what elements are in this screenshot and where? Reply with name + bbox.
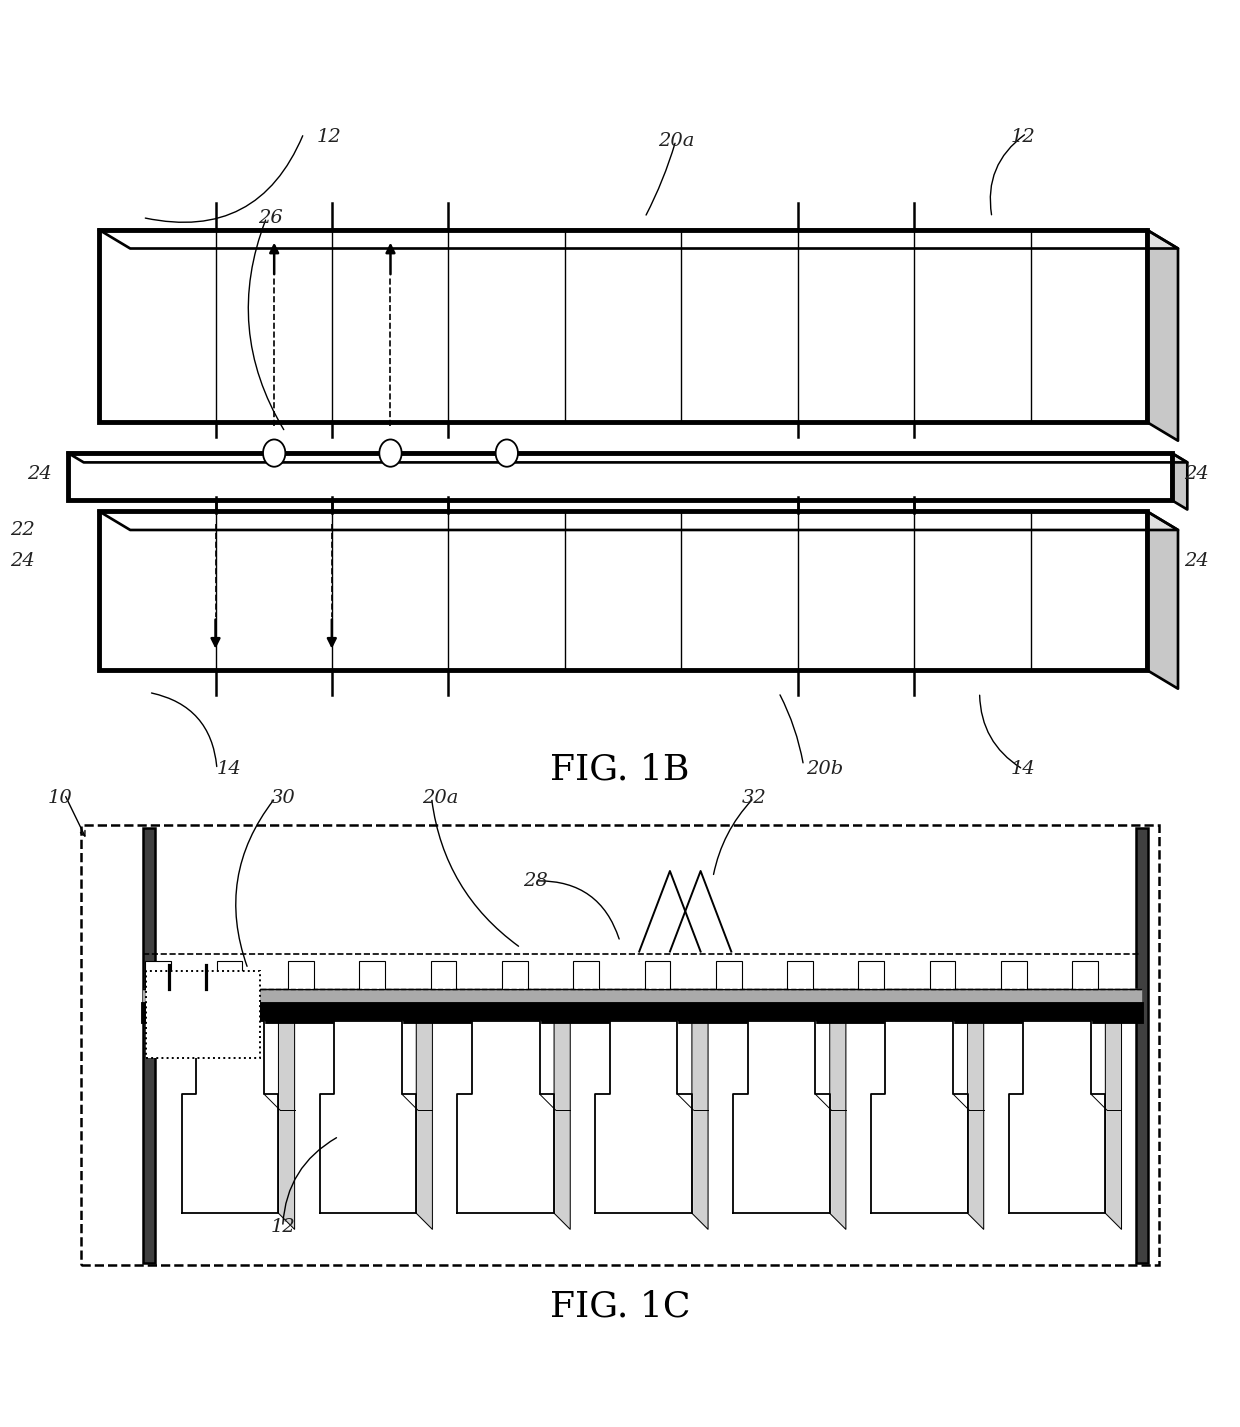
Bar	[1001, 960, 1027, 989]
Ellipse shape	[263, 440, 285, 467]
Bar	[645, 960, 670, 989]
Bar	[430, 960, 456, 989]
Polygon shape	[99, 511, 1178, 529]
Bar	[1136, 828, 1148, 1263]
Polygon shape	[1147, 511, 1178, 689]
Text: 12: 12	[316, 128, 341, 146]
Text: FIG. 1B: FIG. 1B	[551, 752, 689, 786]
Polygon shape	[830, 1005, 846, 1229]
Bar	[288, 960, 314, 989]
Ellipse shape	[496, 440, 518, 467]
Polygon shape	[1147, 230, 1178, 441]
Text: 32: 32	[742, 789, 766, 806]
Bar	[145, 960, 171, 989]
Text: 20a: 20a	[657, 131, 694, 150]
Bar	[1073, 960, 1099, 989]
Bar	[217, 960, 243, 989]
Text: 12: 12	[270, 1217, 295, 1236]
Bar	[930, 960, 956, 989]
Polygon shape	[320, 1022, 417, 1213]
Bar	[143, 828, 155, 1263]
Polygon shape	[595, 1022, 692, 1213]
Bar	[143, 1003, 1141, 1022]
Text: 22: 22	[10, 521, 35, 539]
Polygon shape	[182, 1022, 279, 1213]
Polygon shape	[1172, 454, 1188, 509]
Polygon shape	[99, 230, 1178, 248]
Bar	[146, 972, 260, 1059]
Bar	[99, 230, 1147, 422]
Polygon shape	[733, 1022, 830, 1213]
Text: 20b: 20b	[806, 761, 843, 778]
Text: 24: 24	[10, 552, 35, 569]
Bar	[68, 454, 1172, 501]
Polygon shape	[967, 1005, 983, 1229]
Bar	[573, 960, 599, 989]
Bar	[81, 825, 1159, 1266]
Polygon shape	[1008, 1022, 1105, 1213]
Text: 10: 10	[47, 789, 72, 806]
Text: 14: 14	[217, 761, 242, 778]
Polygon shape	[279, 1005, 295, 1229]
Text: 28: 28	[523, 872, 548, 890]
Text: FIG. 1C: FIG. 1C	[549, 1289, 691, 1323]
Bar	[99, 511, 1147, 671]
Text: 24: 24	[1184, 465, 1209, 484]
Polygon shape	[554, 1005, 570, 1229]
Polygon shape	[458, 1022, 554, 1213]
Text: 12: 12	[1011, 128, 1035, 146]
Polygon shape	[68, 454, 1188, 462]
Polygon shape	[417, 1005, 433, 1229]
Polygon shape	[692, 1005, 708, 1229]
Bar	[502, 960, 528, 989]
Text: 30: 30	[270, 789, 295, 806]
Polygon shape	[1105, 1005, 1121, 1229]
Bar	[715, 960, 742, 989]
Polygon shape	[870, 1022, 967, 1213]
Text: 24: 24	[1184, 552, 1209, 569]
Ellipse shape	[379, 440, 402, 467]
Text: 24: 24	[27, 465, 52, 484]
Bar	[858, 960, 884, 989]
Polygon shape	[143, 989, 1141, 1003]
Text: 14: 14	[1011, 761, 1035, 778]
Bar	[360, 960, 386, 989]
Text: 26: 26	[258, 208, 283, 227]
Bar	[787, 960, 813, 989]
Text: 20a: 20a	[422, 789, 459, 806]
